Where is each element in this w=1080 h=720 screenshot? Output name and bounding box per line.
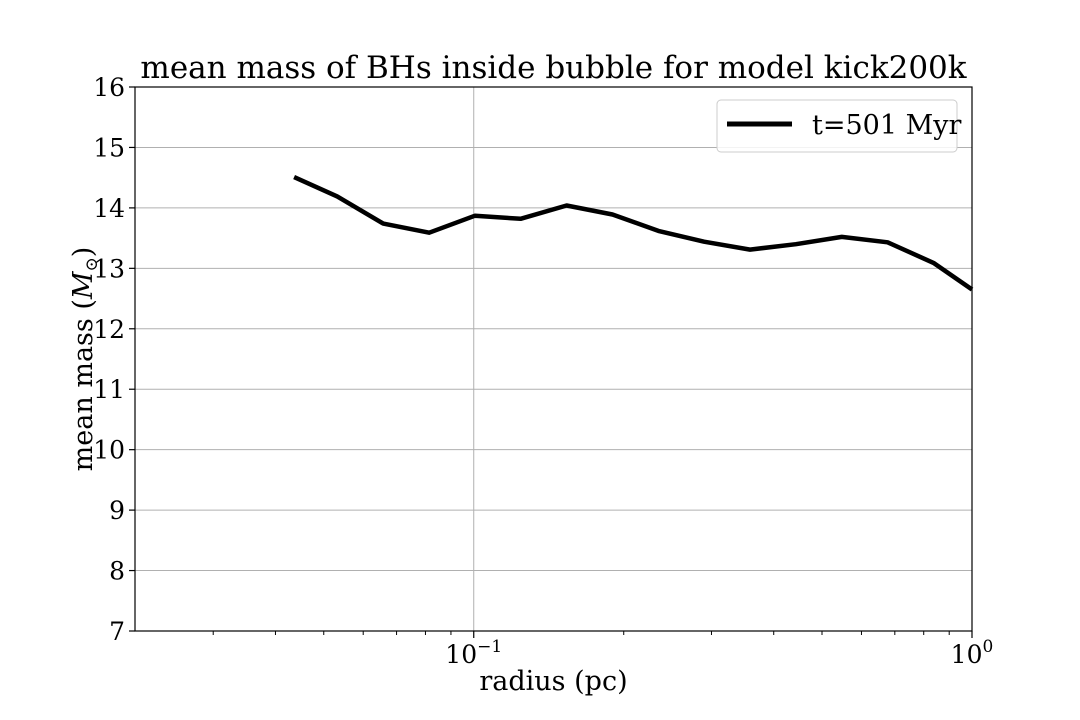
- x-tick-label: 100: [951, 637, 994, 669]
- y-tick-label: 9: [109, 496, 125, 525]
- x-axis-label: radius (pc): [479, 666, 627, 697]
- x-tick-label: 10−1: [445, 637, 502, 669]
- legend-label: t=501 Myr: [812, 110, 961, 141]
- y-tick-label: 16: [93, 73, 125, 102]
- y-tick-label: 7: [109, 617, 125, 646]
- chart-title: mean mass of BHs inside bubble for model…: [140, 50, 966, 86]
- y-axis-label-subscript: ⊙: [82, 257, 102, 271]
- y-tick-label: 11: [93, 375, 125, 404]
- y-tick-label: 8: [109, 557, 125, 586]
- y-tick-label: 10: [93, 436, 125, 465]
- y-axis-label-prefix: mean mass (: [68, 299, 99, 471]
- grid-lines: [135, 86, 973, 632]
- series-line: [293, 175, 974, 292]
- series-layer: [293, 175, 974, 292]
- plot-frame: [134, 86, 973, 632]
- y-tick-label: 15: [93, 133, 125, 162]
- y-axis-label: mean mass (M⊙): [68, 247, 102, 472]
- y-axis-label-suffix: ): [68, 247, 99, 258]
- axis-ticks: 7 8 9 10 11 12 13 14 15 16 10−1 100: [93, 73, 993, 669]
- y-tick-label: 14: [93, 194, 125, 223]
- y-tick-label: 13: [93, 254, 125, 283]
- legend-box: [716, 99, 958, 153]
- y-axis-label-symbol: M: [68, 270, 99, 300]
- y-tick-label: 12: [93, 315, 125, 344]
- legend: t=501 Myr: [716, 99, 961, 153]
